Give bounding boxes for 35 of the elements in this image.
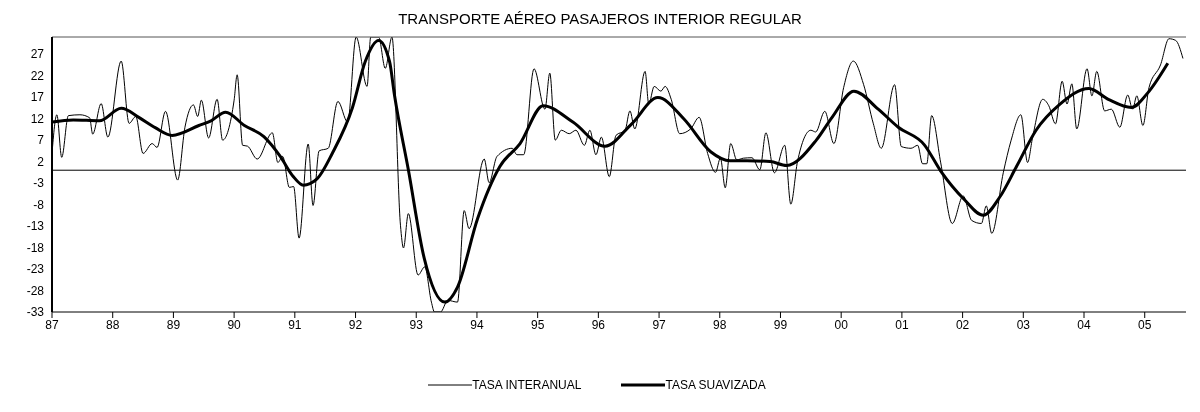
x-tick-label: 91 (288, 317, 302, 332)
x-tick-label: 92 (348, 317, 363, 332)
y-tick-label: 27 (30, 47, 45, 62)
chart-title: TRANSPORTE AÉREO PASAJEROS INTERIOR REGULAR (397, 9, 803, 29)
x-tick-label: 03 (1016, 317, 1031, 332)
x-tick-label: 96 (591, 317, 606, 332)
x-tick-label: 04 (1077, 317, 1092, 332)
x-tick-label: 05 (1138, 317, 1152, 332)
x-tick-label: 99 (773, 317, 788, 332)
y-tick-label: -3 (33, 176, 45, 191)
y-tick-label: -28 (26, 283, 45, 298)
y-tick-label: 2 (37, 154, 45, 169)
x-tick-label: 98 (713, 317, 727, 332)
y-tick-label: 22 (30, 68, 45, 83)
y-tick-label: -8 (33, 197, 45, 212)
y-tick-label: -13 (26, 219, 45, 234)
x-tick-label: 90 (227, 317, 242, 332)
x-tick-label: 87 (45, 317, 59, 332)
x-tick-label: 97 (652, 317, 667, 332)
y-tick-label: 12 (30, 111, 45, 126)
x-tick-label: 89 (166, 317, 181, 332)
y-tick-label: 7 (37, 133, 45, 148)
y-tick-label: 17 (30, 90, 45, 105)
x-tick-label: 95 (530, 317, 545, 332)
x-tick-label: 02 (955, 317, 970, 332)
legend-label: TASA INTERANUAL (472, 378, 582, 392)
x-tick-label: 00 (834, 317, 849, 332)
x-tick-label: 94 (470, 317, 484, 332)
x-tick-label: 93 (409, 317, 424, 332)
y-tick-label: -23 (26, 262, 45, 277)
y-tick-label: -33 (26, 305, 45, 320)
x-tick-label: 01 (895, 317, 909, 332)
x-tick-label: 88 (106, 317, 120, 332)
legend-label: TASA SUAVIZADA (665, 378, 766, 392)
y-tick-label: -18 (26, 240, 45, 255)
